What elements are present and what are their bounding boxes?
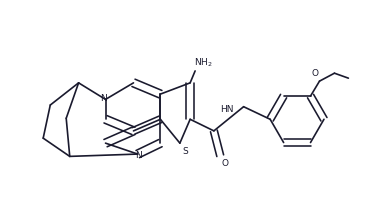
Text: O: O xyxy=(222,159,229,168)
Text: N: N xyxy=(100,94,107,103)
Text: S: S xyxy=(182,146,188,156)
Text: HN: HN xyxy=(220,105,233,114)
Text: N: N xyxy=(135,151,142,159)
Text: O: O xyxy=(311,69,318,78)
Text: NH$_2$: NH$_2$ xyxy=(194,57,212,69)
